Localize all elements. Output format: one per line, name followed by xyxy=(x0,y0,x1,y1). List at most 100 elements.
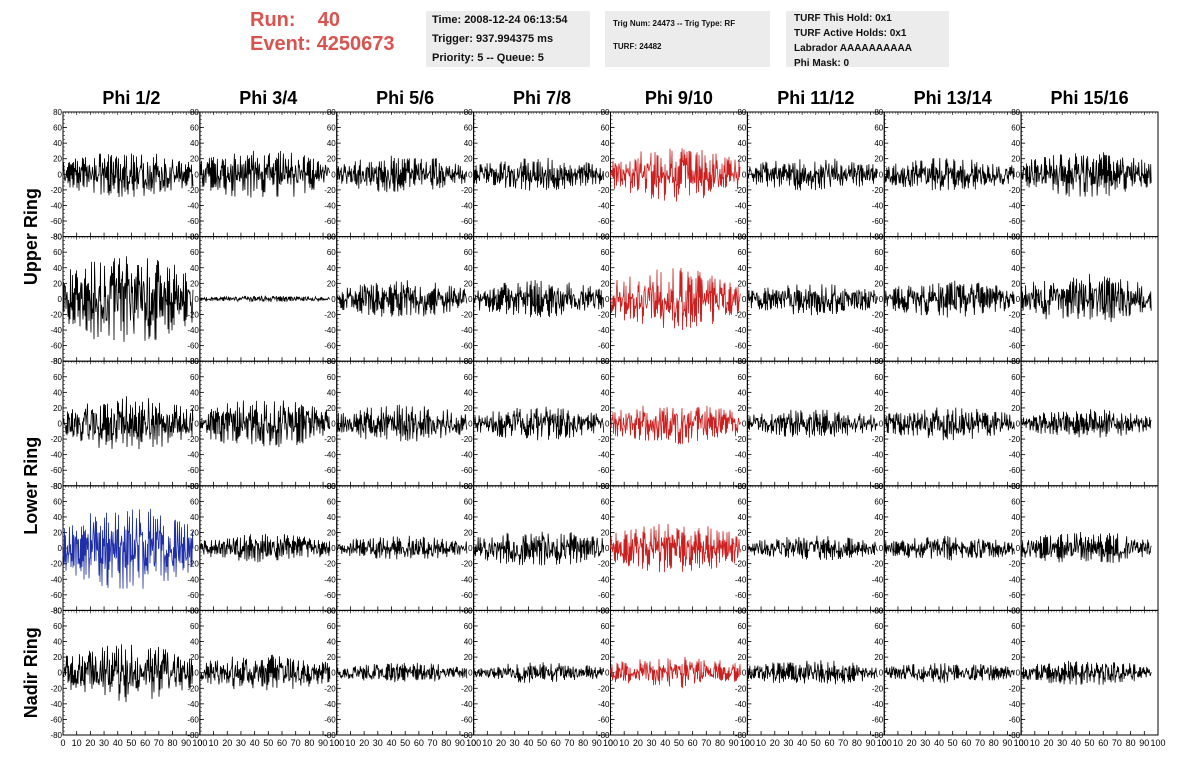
y-tick-label: -80 xyxy=(1009,357,1021,366)
waveform-trace xyxy=(199,150,331,198)
y-tick-label: 80 xyxy=(464,233,473,242)
y-tick-label: 60 xyxy=(1011,373,1020,382)
y-tick-label: 20 xyxy=(327,404,336,413)
x-tick-label: 100 xyxy=(329,738,344,748)
y-tick-label: 40 xyxy=(737,638,746,647)
y-tick-label: -80 xyxy=(872,731,884,740)
y-tick-label: 20 xyxy=(601,279,610,288)
x-tick-label: 10 xyxy=(72,738,82,748)
y-tick-label: 80 xyxy=(874,606,883,615)
y-tick-label: 60 xyxy=(464,373,473,382)
y-tick-label: 20 xyxy=(190,653,199,662)
event-label: Event: xyxy=(250,33,312,55)
waveform-trace xyxy=(62,644,194,703)
y-tick-label: 20 xyxy=(874,653,883,662)
y-tick-label: -40 xyxy=(187,326,199,335)
x-tick-label: 70 xyxy=(838,738,848,748)
y-tick-label: 60 xyxy=(327,497,336,506)
y-tick-label: 40 xyxy=(53,388,62,397)
event-row: Event: 4250673 xyxy=(250,32,395,56)
x-tick-label: 70 xyxy=(564,738,574,748)
y-tick-label: -80 xyxy=(735,357,747,366)
y-tick-label: 80 xyxy=(1011,482,1020,491)
y-tick-label: -20 xyxy=(598,186,610,195)
y-tick-label: -80 xyxy=(872,233,884,242)
y-tick-label: -20 xyxy=(50,310,62,319)
run-label: Run: xyxy=(250,9,296,31)
y-tick-label: -20 xyxy=(598,560,610,569)
y-tick-label: 20 xyxy=(737,155,746,164)
y-tick-label: -20 xyxy=(735,310,747,319)
y-tick-label: 60 xyxy=(737,373,746,382)
y-tick-label: 80 xyxy=(53,108,62,117)
y-tick-label: -40 xyxy=(461,201,473,210)
x-tick-label: 30 xyxy=(647,738,657,748)
y-tick-label: -20 xyxy=(324,560,336,569)
run-value: 40 xyxy=(317,9,341,31)
y-tick-label: -20 xyxy=(50,186,62,195)
y-tick-label: -40 xyxy=(1009,451,1021,460)
y-tick-label: 0 xyxy=(1016,170,1021,179)
y-tick-label: 0 xyxy=(194,669,199,678)
x-tick-label: 10 xyxy=(345,738,355,748)
y-tick-label: 80 xyxy=(737,606,746,615)
y-tick-label: -60 xyxy=(872,342,884,351)
x-tick-label: 0 xyxy=(471,738,476,748)
y-tick-label: 60 xyxy=(327,373,336,382)
y-tick-label: -60 xyxy=(735,591,747,600)
y-tick-label: 80 xyxy=(53,357,62,366)
y-tick-label: 60 xyxy=(874,124,883,133)
waveform-trace xyxy=(1020,152,1152,197)
x-tick-label: 70 xyxy=(701,738,711,748)
y-tick-label: -20 xyxy=(735,560,747,569)
y-tick-label: -40 xyxy=(50,326,62,335)
y-tick-label: -20 xyxy=(1009,560,1021,569)
y-tick-label: -60 xyxy=(735,715,747,724)
x-tick-label: 40 xyxy=(113,738,123,748)
y-tick-label: -60 xyxy=(598,342,610,351)
y-tick-label: -80 xyxy=(598,482,610,491)
y-tick-label: 20 xyxy=(601,404,610,413)
waveform-trace xyxy=(1020,409,1152,438)
y-tick-label: 60 xyxy=(327,124,336,133)
y-tick-label: 20 xyxy=(737,404,746,413)
y-tick-label: -20 xyxy=(872,684,884,693)
x-tick-label: 80 xyxy=(441,738,451,748)
y-tick-label: 80 xyxy=(327,606,336,615)
y-tick-label: -20 xyxy=(598,310,610,319)
trig-num-text: Trig Num: 24473 -- Trig Type: RF xyxy=(613,19,736,28)
y-tick-label: 20 xyxy=(53,653,62,662)
y-tick-label: -40 xyxy=(187,451,199,460)
y-tick-label: 60 xyxy=(1011,124,1020,133)
y-tick-label: -60 xyxy=(50,591,62,600)
y-tick-label: -20 xyxy=(461,186,473,195)
y-tick-label: -60 xyxy=(461,466,473,475)
waveform-trace xyxy=(747,535,878,561)
column-title: Phi 3/4 xyxy=(239,88,297,108)
y-tick-label: 0 xyxy=(1016,295,1021,304)
x-tick-label: 50 xyxy=(400,738,410,748)
y-tick-label: -40 xyxy=(50,201,62,210)
x-tick-label: 60 xyxy=(140,738,150,748)
y-tick-label: -40 xyxy=(735,451,747,460)
y-tick-label: 80 xyxy=(464,482,473,491)
waveform-trace xyxy=(473,531,605,566)
y-tick-label: 60 xyxy=(601,124,610,133)
x-tick-label: 80 xyxy=(578,738,588,748)
y-tick-label: 0 xyxy=(331,295,336,304)
y-tick-label: 0 xyxy=(605,669,610,678)
y-tick-label: 40 xyxy=(53,513,62,522)
y-tick-label: 80 xyxy=(601,357,610,366)
waveform-trace xyxy=(747,409,878,438)
y-tick-label: -20 xyxy=(187,684,199,693)
y-tick-label: -40 xyxy=(461,700,473,709)
y-tick-label: -60 xyxy=(324,715,336,724)
y-tick-label: 0 xyxy=(742,170,747,179)
x-tick-label: 20 xyxy=(85,738,95,748)
y-tick-label: -40 xyxy=(324,700,336,709)
y-tick-label: 0 xyxy=(1016,544,1021,553)
waveform-trace xyxy=(883,407,1015,441)
y-tick-label: -80 xyxy=(735,482,747,491)
y-tick-label: 20 xyxy=(1011,279,1020,288)
y-tick-label: -20 xyxy=(1009,310,1021,319)
